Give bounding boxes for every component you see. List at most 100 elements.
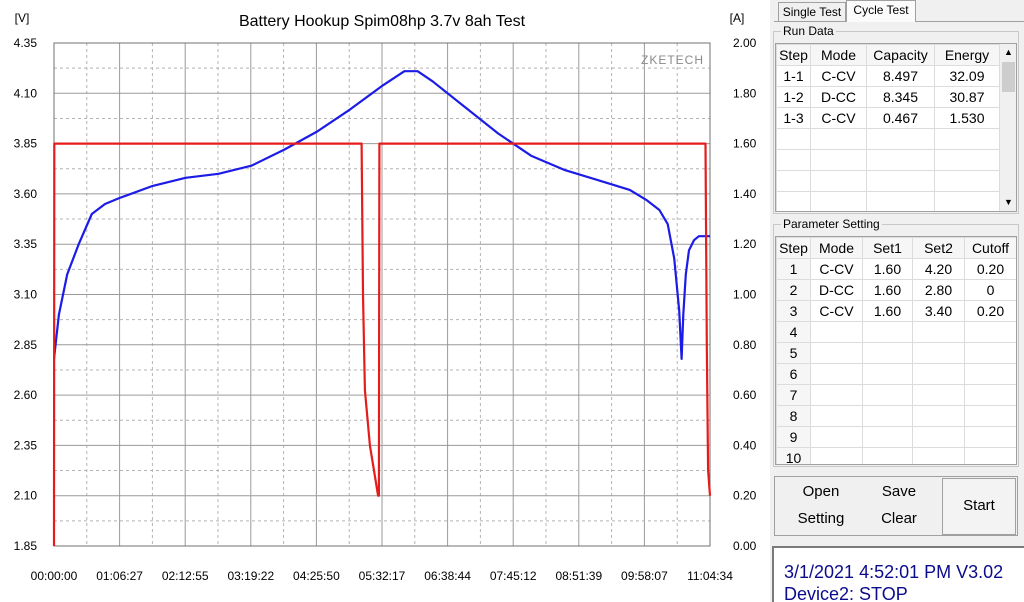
- empty-cell: [934, 149, 1000, 171]
- save-button[interactable]: Save: [881, 483, 917, 500]
- parameter-cell[interactable]: [964, 405, 1016, 427]
- scroll-down-icon[interactable]: ▼: [1000, 194, 1016, 211]
- x-tick-label: 11:04:34: [687, 569, 733, 583]
- table-row[interactable]: 3 C-CV 1.60 3.40 0.20: [776, 300, 1016, 322]
- parameter-cell[interactable]: 0.20: [964, 258, 1016, 280]
- series-layer: [52, 70, 712, 547]
- table-row[interactable]: 7: [776, 384, 1016, 406]
- parameter-cell[interactable]: [912, 321, 965, 343]
- parameter-cell[interactable]: [862, 384, 913, 406]
- run-data-cell: 1-3: [776, 107, 811, 129]
- run-data-cell: 30.87: [934, 86, 1000, 108]
- parameter-cell[interactable]: [862, 447, 913, 464]
- run-data-header: Mode: [810, 44, 867, 66]
- run-data-cell: 1.530: [934, 107, 1000, 129]
- x-tick-label: 05:32:17: [359, 569, 406, 583]
- parameter-cell[interactable]: [810, 447, 863, 464]
- right-tick-label: 0.20: [733, 489, 757, 503]
- parameter-cell[interactable]: 1.60: [862, 258, 913, 280]
- parameter-step: 6: [776, 363, 811, 385]
- parameter-cell[interactable]: [810, 342, 863, 364]
- left-tick-label: 3.10: [14, 288, 38, 302]
- parameter-cell[interactable]: [810, 363, 863, 385]
- parameter-cell[interactable]: D-CC: [810, 279, 863, 301]
- x-axis-ticks: 00:00:00 01:06:27 02:12:55 03:19:22 04:25:50…: [31, 569, 734, 583]
- table-row[interactable]: [776, 191, 1000, 211]
- parameter-cell[interactable]: 0: [964, 279, 1016, 301]
- watermark: ZKETECH: [641, 53, 704, 67]
- left-tick-label: 4.10: [14, 86, 38, 100]
- scroll-up-icon[interactable]: ▲: [1000, 44, 1016, 61]
- tab-single-test[interactable]: Single Test: [778, 2, 846, 21]
- right-axis-ticks: 2.00 1.80 1.60 1.40 1.20 1.00 0.80 0.60 0.40 0.20…: [733, 36, 757, 553]
- parameter-cell[interactable]: 4.20: [912, 258, 965, 280]
- parameter-cell[interactable]: 1.60: [862, 300, 913, 322]
- empty-cell: [866, 128, 935, 150]
- parameter-cell[interactable]: [912, 405, 965, 427]
- parameter-cell[interactable]: [912, 342, 965, 364]
- scroll-thumb[interactable]: [1002, 62, 1015, 92]
- right-panel: Single Test Cycle Test Run Data Step Mode…: [770, 0, 1024, 602]
- parameter-cell[interactable]: [912, 426, 965, 448]
- table-row[interactable]: [776, 128, 1000, 150]
- parameter-cell[interactable]: C-CV: [810, 300, 863, 322]
- parameter-cell[interactable]: 0.20: [964, 300, 1016, 322]
- table-row[interactable]: 4: [776, 321, 1016, 343]
- table-row[interactable]: 1-3 C-CV 0.467 1.530: [776, 107, 1000, 129]
- start-button[interactable]: Start: [942, 478, 1016, 535]
- table-row[interactable]: 1 C-CV 1.60 4.20 0.20: [776, 258, 1016, 280]
- empty-cell: [810, 149, 867, 171]
- parameter-step: 5: [776, 342, 811, 364]
- table-row[interactable]: 10: [776, 447, 1016, 464]
- left-axis-ticks: 4.35 4.10 3.85 3.60 3.35 3.10 2.85 2.60 2.35 2.10…: [14, 36, 38, 553]
- parameter-cell[interactable]: 1.60: [862, 279, 913, 301]
- parameter-cell[interactable]: [862, 363, 913, 385]
- run-data-group: [773, 31, 1019, 214]
- parameter-cell[interactable]: [964, 342, 1016, 364]
- table-row[interactable]: 6: [776, 363, 1016, 385]
- parameter-cell[interactable]: [862, 321, 913, 343]
- parameter-cell[interactable]: [862, 342, 913, 364]
- parameter-cell[interactable]: [964, 447, 1016, 464]
- open-button[interactable]: Open: [802, 483, 840, 500]
- empty-cell: [934, 128, 1000, 150]
- right-tick-label: 0.40: [733, 438, 757, 452]
- parameter-cell[interactable]: [912, 384, 965, 406]
- parameter-cell[interactable]: [810, 384, 863, 406]
- run-data-legend: Run Data: [781, 24, 836, 38]
- run-data-header: Energy: [934, 44, 1000, 66]
- run-data-scrollbar[interactable]: ▲ ▼: [999, 44, 1016, 211]
- table-row[interactable]: 5: [776, 342, 1016, 364]
- tab-cycle-test[interactable]: Cycle Test: [846, 0, 916, 22]
- setting-button[interactable]: Setting: [797, 510, 845, 527]
- parameter-cell[interactable]: [912, 447, 965, 464]
- parameter-cell[interactable]: [964, 426, 1016, 448]
- parameter-cell[interactable]: [810, 405, 863, 427]
- right-tick-label: 1.00: [733, 288, 757, 302]
- clear-button[interactable]: Clear: [881, 510, 917, 527]
- parameter-cell[interactable]: [912, 363, 965, 385]
- status-datetime: 3/1/2021 4:52:01 PM V3.02: [784, 562, 1004, 582]
- table-row[interactable]: [776, 170, 1000, 192]
- table-row[interactable]: 2 D-CC 1.60 2.80 0: [776, 279, 1016, 301]
- parameter-cell[interactable]: [964, 384, 1016, 406]
- parameter-step: 10: [776, 447, 811, 464]
- parameter-cell[interactable]: C-CV: [810, 258, 863, 280]
- table-row[interactable]: [776, 149, 1000, 171]
- parameter-cell[interactable]: [964, 363, 1016, 385]
- table-row[interactable]: 1-2 D-CC 8.345 30.87: [776, 86, 1000, 108]
- table-row[interactable]: 9: [776, 426, 1016, 448]
- table-row[interactable]: 1-1 C-CV 8.497 32.09: [776, 65, 1000, 87]
- empty-cell: [866, 170, 935, 192]
- empty-cell: [934, 191, 1000, 211]
- parameter-cell[interactable]: 3.40: [912, 300, 965, 322]
- parameter-cell[interactable]: [810, 426, 863, 448]
- parameter-cell[interactable]: 2.80: [912, 279, 965, 301]
- parameter-cell[interactable]: [862, 405, 913, 427]
- table-row[interactable]: 8: [776, 405, 1016, 427]
- left-tick-label: 1.85: [14, 539, 38, 553]
- parameter-cell[interactable]: [862, 426, 913, 448]
- run-data-table: Step Mode Capacity Energy 1-1 C-CV 8.497 32.09…: [776, 44, 1000, 211]
- parameter-cell[interactable]: [964, 321, 1016, 343]
- parameter-cell[interactable]: [810, 321, 863, 343]
